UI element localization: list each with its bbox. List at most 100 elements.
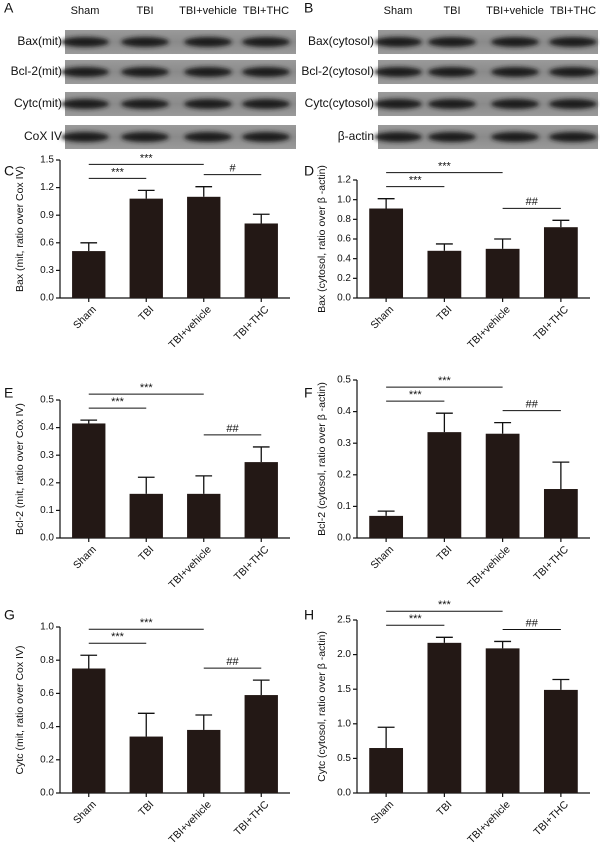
y-tick-label: 0.6 <box>40 688 54 699</box>
x-tick-label: TBI+vehicle <box>465 303 513 351</box>
y-tick-label: 0.2 <box>337 273 351 284</box>
y-tick-label: 1.2 <box>337 175 351 186</box>
x-tick-label: TBI+vehicle <box>166 303 214 351</box>
significance-label: *** <box>140 382 154 394</box>
blot-band <box>242 37 290 47</box>
y-tick-label: 0.2 <box>40 477 54 488</box>
y-tick-label: 2.5 <box>337 615 351 626</box>
x-tick-label: TBI <box>434 544 454 564</box>
y-tick-label: 0.8 <box>40 655 54 666</box>
significance-label: *** <box>438 599 452 611</box>
x-tick-label: TBI+vehicle <box>166 798 214 846</box>
blot-band <box>428 132 476 142</box>
bar <box>187 729 221 793</box>
x-tick-label: TBI <box>136 799 156 819</box>
y-tick-label: 0.9 <box>40 210 54 221</box>
significance-label: ## <box>526 196 539 208</box>
y-tick-label: 2.0 <box>337 649 351 660</box>
x-tick-label: TBI <box>136 544 156 564</box>
y-tick-label: 0.0 <box>40 533 54 544</box>
y-tick-label: 0.5 <box>337 375 351 386</box>
y-tick-label: 0.0 <box>40 788 54 799</box>
bar <box>543 689 578 793</box>
y-tick-label: 0.2 <box>40 754 54 765</box>
y-tick-label: 0.8 <box>337 214 351 225</box>
y-axis-label: Bax (mit, ratio over Cox IV) <box>14 166 26 292</box>
lane-label: Sham <box>384 5 413 17</box>
bar <box>244 695 278 793</box>
blot-band <box>374 132 422 142</box>
x-tick-label: TBI <box>136 304 156 324</box>
y-tick-label: 0.4 <box>40 721 54 732</box>
bar <box>129 736 163 793</box>
x-tick-label: Sham <box>71 798 99 826</box>
x-tick-label: TBI+THC <box>531 798 571 838</box>
blot-band <box>549 132 597 142</box>
y-tick-label: 0.2 <box>337 469 351 480</box>
panel-label: H <box>304 607 314 623</box>
y-tick-label: 1.0 <box>337 718 351 729</box>
blot-band <box>121 37 169 47</box>
y-tick-label: 0.5 <box>40 395 54 406</box>
y-tick-label: 0.4 <box>40 422 54 433</box>
blot-band <box>491 99 539 109</box>
bar <box>427 432 462 538</box>
lane-label: TBI+THC <box>550 5 596 17</box>
blot-band <box>121 99 169 109</box>
y-axis-label: Cytc (mit, ratio over Cox IV) <box>14 646 26 775</box>
y-tick-label: 0.5 <box>337 753 351 764</box>
blot-band <box>428 37 476 47</box>
significance-label: *** <box>409 389 423 401</box>
blot-band <box>242 99 290 109</box>
y-tick-label: 0.0 <box>337 293 351 304</box>
panel-label: B <box>304 0 313 16</box>
x-tick-label: TBI+THC <box>232 798 272 838</box>
y-tick-label: 0.3 <box>40 450 54 461</box>
lane-label: TBI <box>136 5 153 17</box>
blot-band <box>242 67 290 77</box>
x-tick-label: Sham <box>368 303 396 331</box>
bar <box>244 223 278 298</box>
x-tick-label: TBI+THC <box>531 543 571 583</box>
y-tick-label: 0.1 <box>40 505 54 516</box>
bar <box>369 208 404 298</box>
x-tick-label: TBI+vehicle <box>465 543 513 591</box>
y-axis-label: Bcl-2 (mit, ratio over Cox IV) <box>14 403 26 535</box>
bar <box>187 493 221 538</box>
y-tick-label: 0.6 <box>337 234 351 245</box>
y-tick-label: 1.2 <box>40 182 54 193</box>
x-tick-label: TBI <box>434 799 454 819</box>
y-axis-label: Cytc (cytosol, ratio over β -actin) <box>316 631 328 782</box>
blot-band <box>491 67 539 77</box>
blot-band <box>549 99 597 109</box>
blot-band <box>374 67 422 77</box>
row-label: Cytc(mit) <box>14 96 62 110</box>
lane-label: TBI+vehicle <box>486 5 544 17</box>
row-label: Bcl-2(cytosol) <box>301 64 374 78</box>
x-tick-label: TBI <box>434 304 454 324</box>
x-tick-label: TBI+THC <box>232 303 272 343</box>
lane-label: TBI <box>443 5 460 17</box>
y-tick-label: 0.3 <box>40 265 54 276</box>
blot-band <box>184 99 232 109</box>
significance-label: *** <box>111 631 125 643</box>
y-tick-label: 0.4 <box>337 253 351 264</box>
bar <box>427 250 462 298</box>
row-label: CoX IV <box>24 129 62 143</box>
y-tick-label: 1.5 <box>337 684 351 695</box>
panel-label: A <box>4 0 14 16</box>
bar <box>72 251 106 298</box>
bar <box>72 423 106 538</box>
x-tick-label: TBI+vehicle <box>166 543 214 591</box>
lane-label: TBI+THC <box>243 5 289 17</box>
y-tick-label: 0.3 <box>337 438 351 449</box>
blot-band <box>491 37 539 47</box>
blot-band <box>121 67 169 77</box>
y-tick-label: 0.0 <box>337 788 351 799</box>
significance-label: *** <box>111 396 125 408</box>
bar <box>72 668 106 793</box>
significance-label: # <box>229 163 236 175</box>
panel-label: C <box>4 163 14 179</box>
bar <box>129 493 163 538</box>
significance-label: ## <box>526 399 539 411</box>
